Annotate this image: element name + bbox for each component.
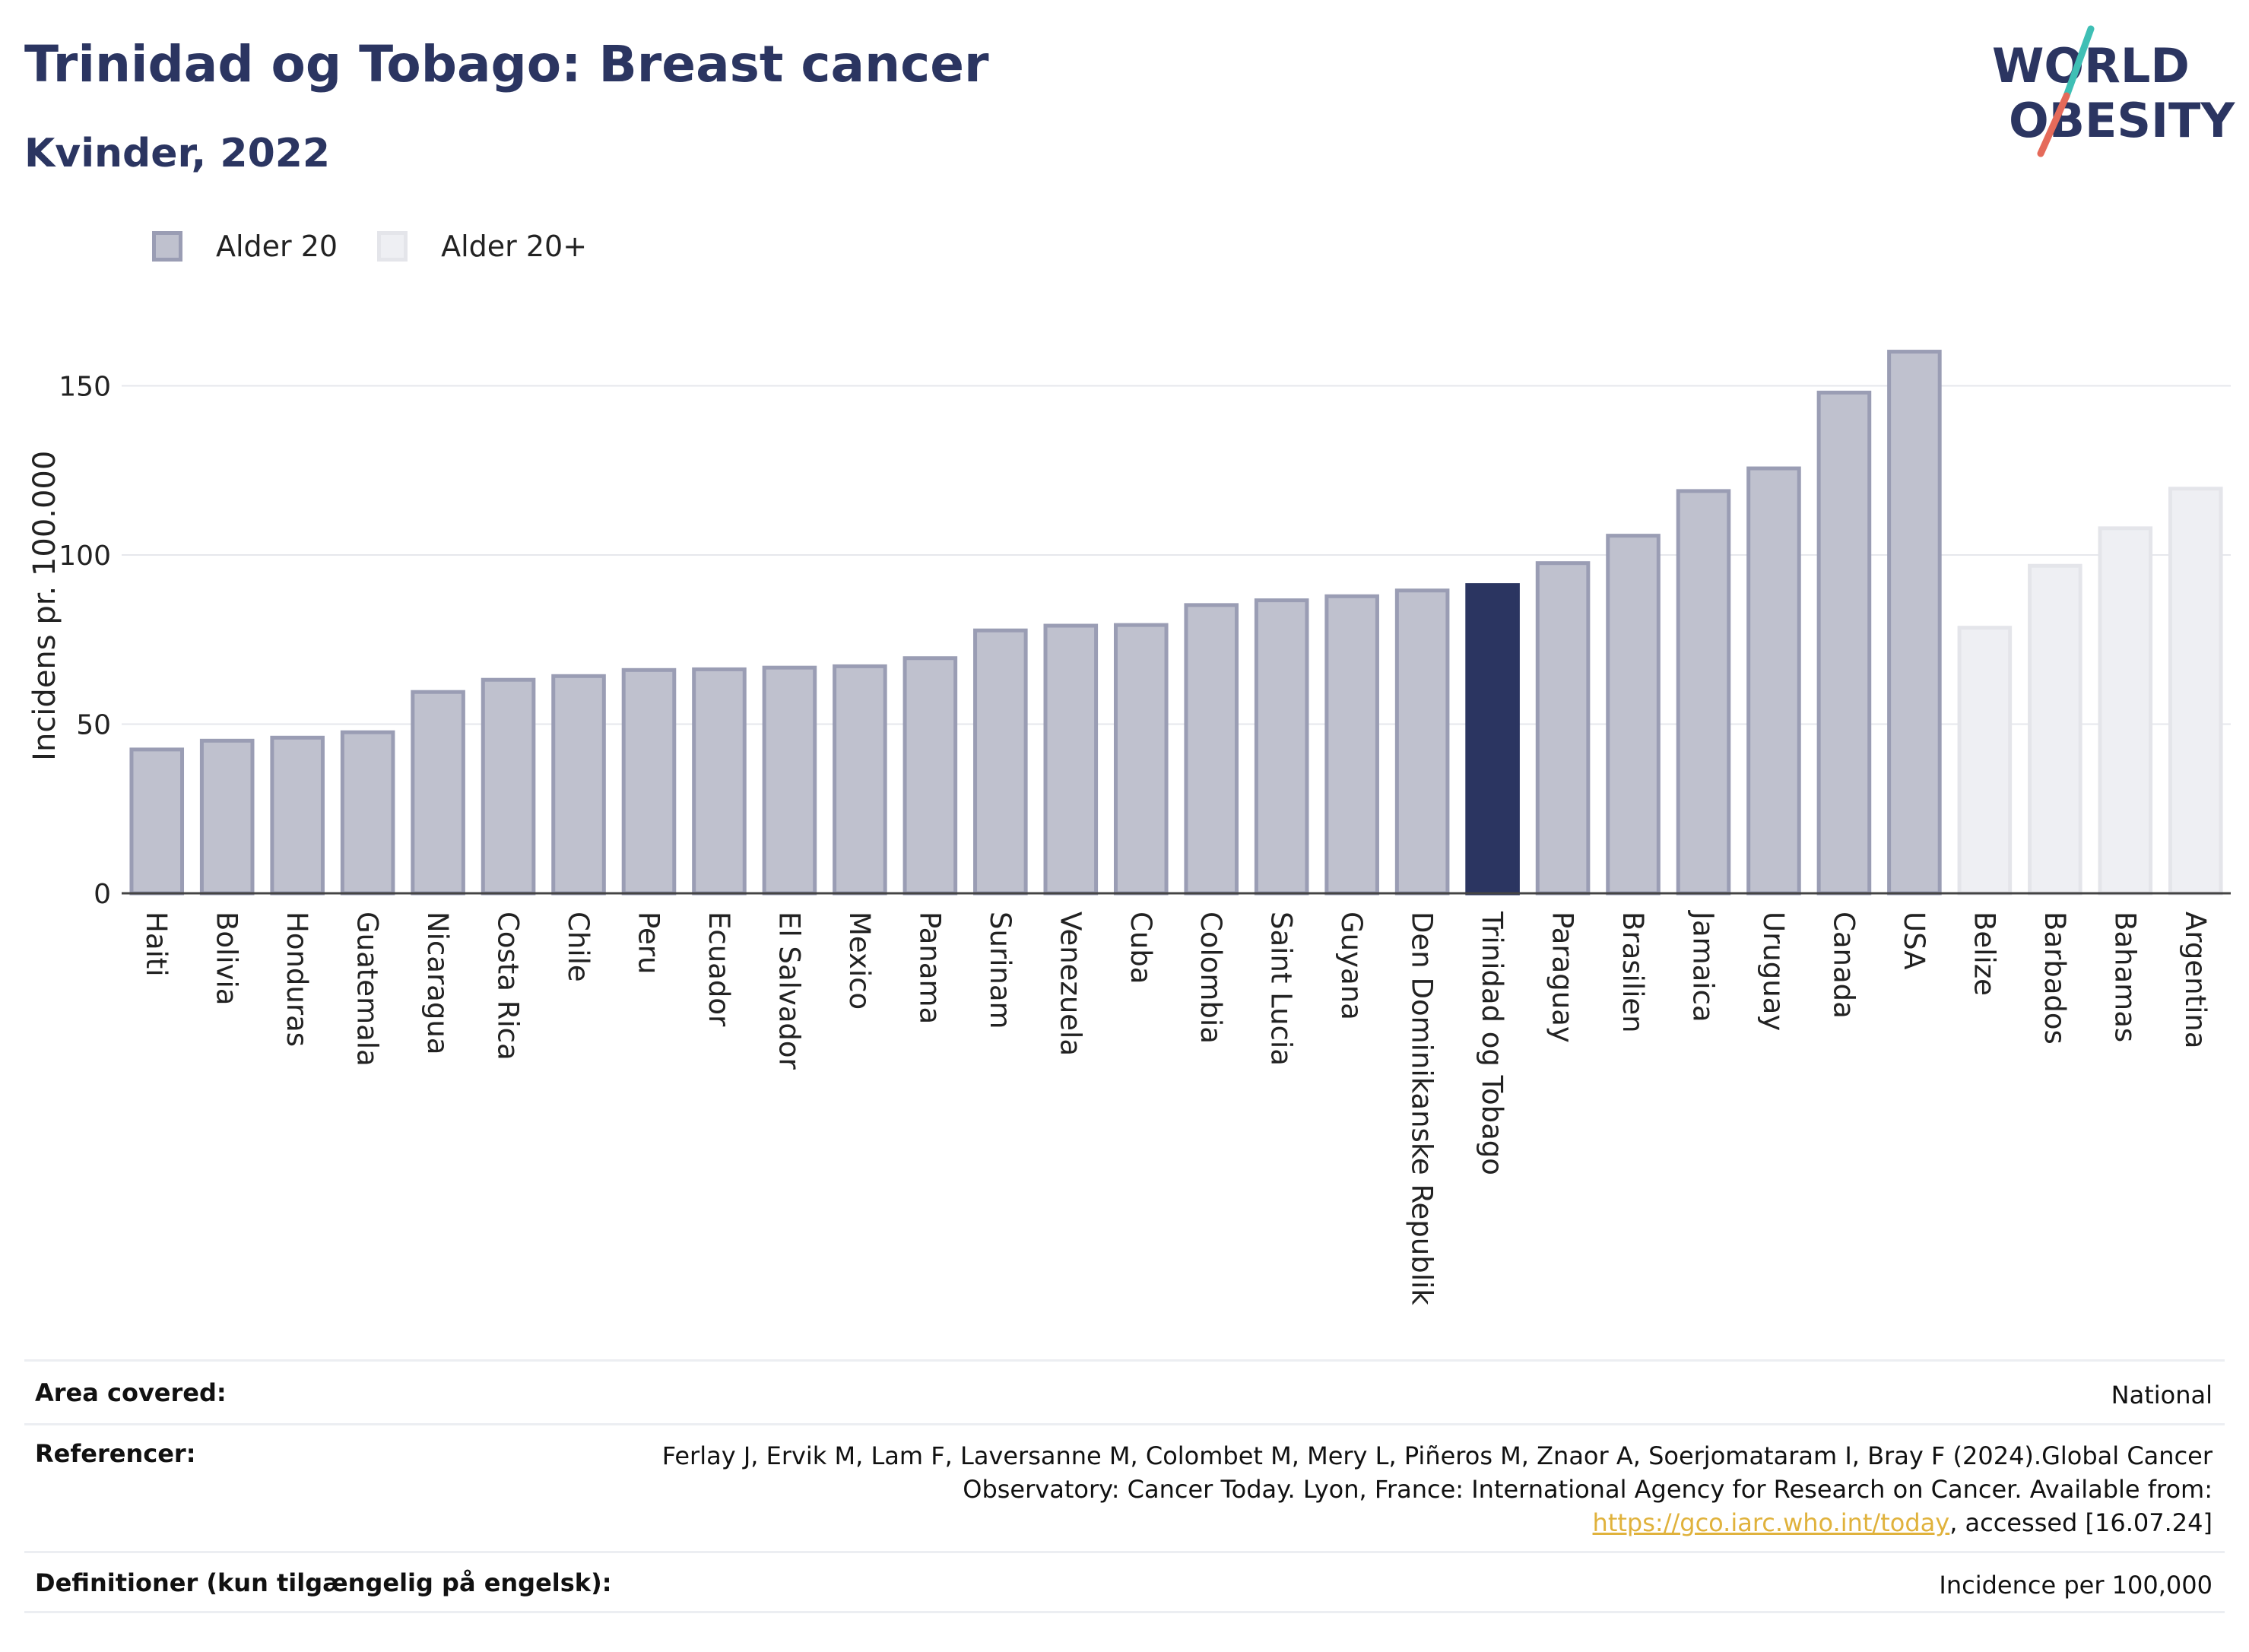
reference-accessed: , accessed [16.07.24] xyxy=(1949,1508,2213,1537)
x-tick-label: Honduras xyxy=(281,912,313,1047)
bar-argentina xyxy=(2168,487,2223,896)
x-tick-label: Den Dominikanske Republik xyxy=(1406,912,1439,1305)
bar-colombia xyxy=(1184,603,1239,896)
legend-swatch-alder-20-plus xyxy=(377,231,408,262)
x-tick-label: Venezuela xyxy=(1054,912,1086,1056)
bar-cuba xyxy=(1113,623,1169,896)
bar-barbados xyxy=(2028,563,2082,896)
legend-swatch-alder-20 xyxy=(152,231,182,262)
info-row-references: Referencer: Ferlay J, Ervik M, Lam F, La… xyxy=(24,1423,2225,1551)
x-tick-label: USA xyxy=(1898,912,1930,970)
x-tick-label: Surinam xyxy=(984,912,1017,1029)
x-tick-label: Trinidad og Tobago xyxy=(1476,911,1508,1175)
bar-honduras xyxy=(270,735,325,896)
x-tick-label: Guatemala xyxy=(351,912,384,1067)
x-tick-label: Costa Rica xyxy=(492,912,525,1061)
bar-bahamas xyxy=(2098,526,2153,896)
x-tick-label: Paraguay xyxy=(1546,912,1579,1043)
reference-text: Ferlay J, Ervik M, Lam F, Laversanne M, … xyxy=(661,1441,2213,1504)
x-tick-label: Nicaragua xyxy=(421,912,454,1054)
y-tick-label: 0 xyxy=(94,879,111,910)
bar-peru xyxy=(621,667,677,896)
y-tick-label: 100 xyxy=(59,541,111,572)
bar-el-salvador xyxy=(762,665,817,896)
info-value-references: Ferlay J, Ervik M, Lam F, Laversanne M, … xyxy=(654,1439,2225,1539)
bar-nicaragua xyxy=(411,690,465,896)
bar-guatemala xyxy=(340,730,395,896)
info-label-references: Referencer: xyxy=(35,1439,196,1468)
bar-uruguay xyxy=(1746,466,1801,896)
logo-text-world: WORLD xyxy=(1992,38,2190,94)
x-tick-label: Peru xyxy=(633,912,665,974)
logo-slash-teal xyxy=(2063,25,2095,100)
x-tick-label: Haiti xyxy=(140,912,173,977)
logo-slash-red xyxy=(2037,92,2070,157)
world-obesity-logo: WORLD OBESITY xyxy=(1992,25,2235,157)
x-tick-label: Mexico xyxy=(843,912,876,1010)
x-tick-label: Ecuador xyxy=(703,912,735,1027)
bar-bolivia xyxy=(199,738,255,896)
info-label-definitions: Definitioner (kun tilgængelig på engelsk… xyxy=(35,1568,612,1597)
bar-paraguay xyxy=(1535,561,1591,896)
x-tick-label: Barbados xyxy=(2038,912,2071,1045)
x-tick-label: Jamaica xyxy=(1687,910,1720,1023)
bar-jamaica xyxy=(1676,489,1731,896)
bar-guyana xyxy=(1324,594,1379,896)
bar-chart: 0 50 100 150 Incidens pr. 100.000 Haiti Bolivi… xyxy=(27,350,2231,1305)
legend-label-alder-20: Alder 20 xyxy=(216,230,338,263)
bar-canada xyxy=(1816,390,1872,896)
x-tick-label: Chile xyxy=(562,912,595,982)
info-table: Area covered: National Referencer: Ferla… xyxy=(24,1359,2225,1613)
y-axis-title: Incidens pr. 100.000 xyxy=(27,451,62,761)
chart-subtitle: Kvinder, 2022 xyxy=(24,131,331,176)
bar-costa-rica xyxy=(481,677,536,896)
reference-link[interactable]: https://gco.iarc.who.int/today xyxy=(1592,1508,1950,1537)
x-tick-label: Colombia xyxy=(1194,912,1227,1044)
logo-text-obesity: OBESITY xyxy=(2009,93,2235,148)
bar-panama xyxy=(902,656,958,896)
bar-ecuador xyxy=(692,667,747,896)
chart-title: Trinidad og Tobago: Breast cancer xyxy=(24,35,989,94)
x-tick-label: Brasilien xyxy=(1616,912,1649,1033)
x-tick-label: Guyana xyxy=(1335,912,1368,1020)
x-tick-label: Cuba xyxy=(1124,912,1157,984)
x-tick-label: Argentina xyxy=(2179,912,2212,1048)
x-tick-label: Uruguay xyxy=(1757,912,1790,1031)
bar-belize xyxy=(1957,626,2013,896)
info-value-definitions: Incidence per 100,000 xyxy=(1939,1571,2213,1600)
y-tick-label: 150 xyxy=(59,372,111,403)
legend-label-alder-20-plus: Alder 20+ xyxy=(441,230,588,263)
bar-venezuela xyxy=(1043,623,1099,896)
info-row-area: Area covered: National xyxy=(24,1359,2225,1423)
bar-usa xyxy=(1887,350,1942,896)
x-tick-label: Saint Lucia xyxy=(1265,912,1298,1066)
info-value-area: National xyxy=(2111,1381,2213,1409)
bar-chile xyxy=(551,674,606,896)
x-tick-label: Bolivia xyxy=(211,912,243,1005)
info-label-area: Area covered: xyxy=(35,1378,227,1407)
info-row-definitions: Definitioner (kun tilgængelig på engelsk… xyxy=(24,1551,2225,1613)
bar-saint-lucia xyxy=(1254,598,1309,896)
x-tick-label: Bahamas xyxy=(2108,912,2141,1042)
bar-surinam xyxy=(973,628,1028,896)
x-tick-label: Canada xyxy=(1827,912,1860,1019)
x-tick-label: Panama xyxy=(913,912,946,1024)
legend-item-alder-20[interactable]: Alder 20 xyxy=(152,230,338,263)
x-tick-label: Belize xyxy=(1968,912,2000,996)
bar-brasilien xyxy=(1606,534,1661,896)
legend-item-alder-20-plus[interactable]: Alder 20+ xyxy=(377,230,587,263)
x-tick-label: El Salvador xyxy=(772,912,805,1070)
legend: Alder 20 Alder 20+ xyxy=(152,225,626,268)
y-tick-label: 50 xyxy=(76,710,111,741)
bar-trinidad-og-tobago xyxy=(1465,583,1520,896)
bar-haiti xyxy=(129,747,185,896)
bar-den-dominikanske-republik xyxy=(1394,588,1450,896)
bar-mexico xyxy=(833,664,887,896)
